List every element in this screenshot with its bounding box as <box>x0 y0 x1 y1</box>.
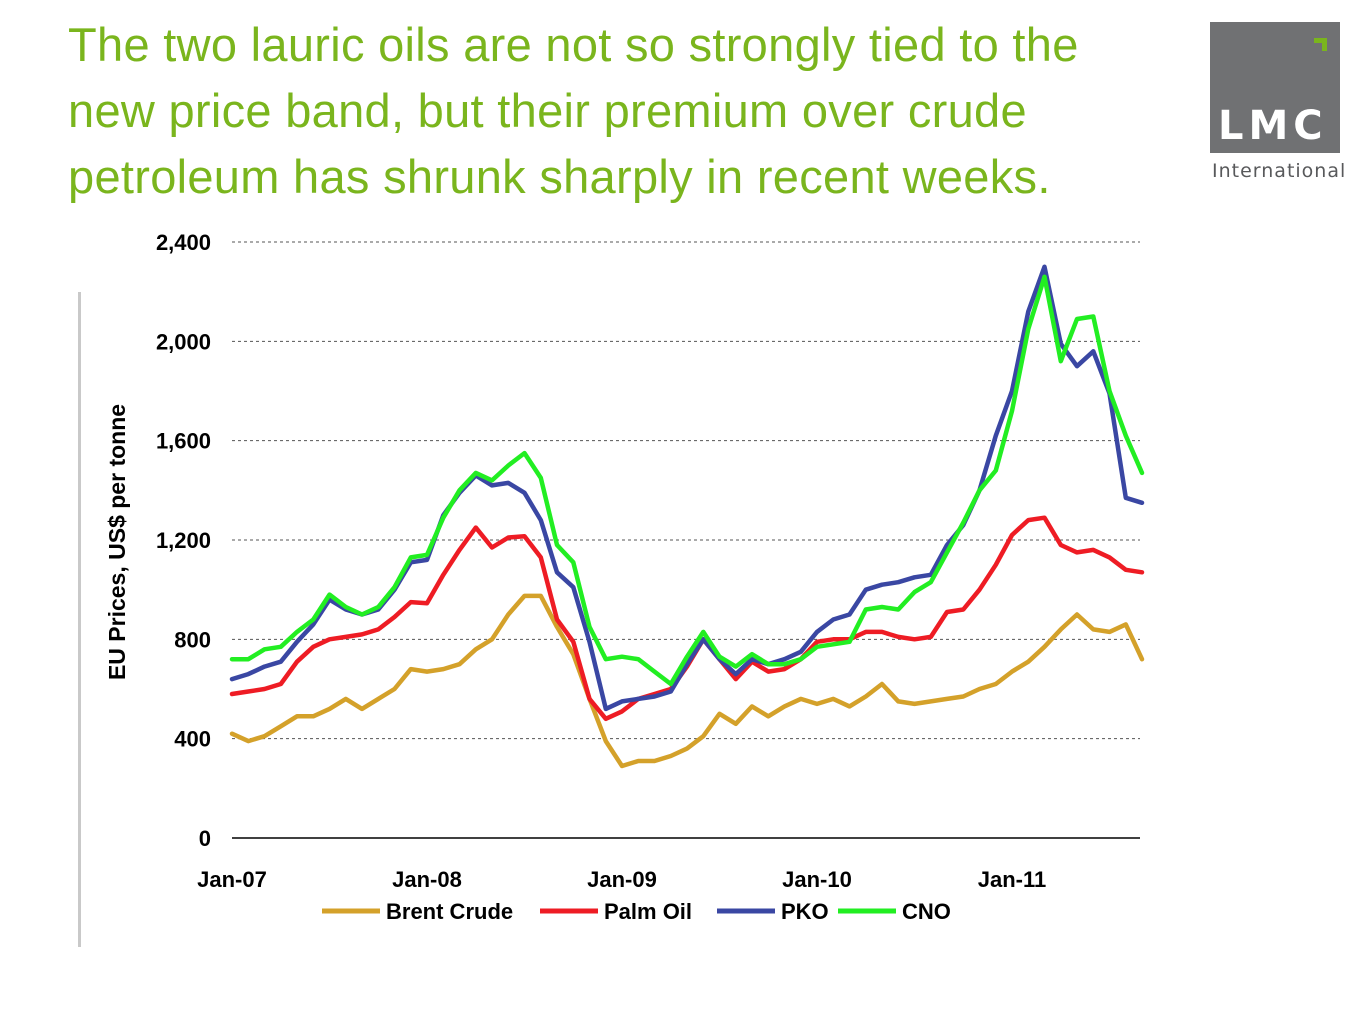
title-line-1: The two lauric oils are not so strongly … <box>68 18 1079 71</box>
logo-box: LMC <box>1210 22 1340 153</box>
x-tick-label: Jan-10 <box>782 867 852 892</box>
x-tick-label: Jan-11 <box>978 867 1047 892</box>
x-tick-label: Jan-08 <box>392 867 462 892</box>
title-line-2: new price band, but their premium over c… <box>68 84 1027 137</box>
y-tick-label: 400 <box>174 727 211 752</box>
legend-label: PKO <box>781 899 829 924</box>
y-tick-label: 2,000 <box>156 329 211 354</box>
logo-corner-mark <box>1314 38 1327 51</box>
y-tick-label: 2,400 <box>156 230 211 255</box>
y-tick-label: 1,600 <box>156 429 211 454</box>
series-lines <box>229 264 1145 769</box>
x-tick-label: Jan-07 <box>197 867 267 892</box>
legend-label: Palm Oil <box>604 899 692 924</box>
slide-title: The two lauric oils are not so strongly … <box>68 12 1198 210</box>
x-tick-labels: Jan-07 Jan-08 Jan-09 Jan-10 Jan-11 <box>197 867 1046 892</box>
series-line-pko <box>229 264 1145 712</box>
gridlines <box>232 241 1140 740</box>
y-tick-label: 800 <box>174 627 211 652</box>
title-line-3: petroleum has shrunk sharply in recent w… <box>68 150 1051 203</box>
lmc-logo: LMC International <box>1210 22 1345 182</box>
left-divider <box>78 292 81 947</box>
y-tick-label: 0 <box>199 826 211 851</box>
legend-label: Brent Crude <box>386 899 513 924</box>
logo-subtitle: International <box>1212 160 1347 182</box>
logo-brand-text: LMC <box>1218 103 1328 149</box>
series-line-brent-crude <box>229 593 1145 769</box>
y-tick-label: 1,200 <box>156 528 211 553</box>
y-axis-label: EU Prices, US$ per tonne <box>104 404 130 680</box>
series-line-cno <box>229 274 1145 687</box>
x-tick-label: Jan-09 <box>587 867 657 892</box>
y-tick-labels: 0 400 800 1,200 1,600 2,000 2,400 <box>156 230 211 851</box>
legend-label: CNO <box>902 899 951 924</box>
legend: Brent Crude Palm Oil PKO CNO <box>322 899 951 924</box>
series-line-palm-oil <box>229 515 1145 722</box>
